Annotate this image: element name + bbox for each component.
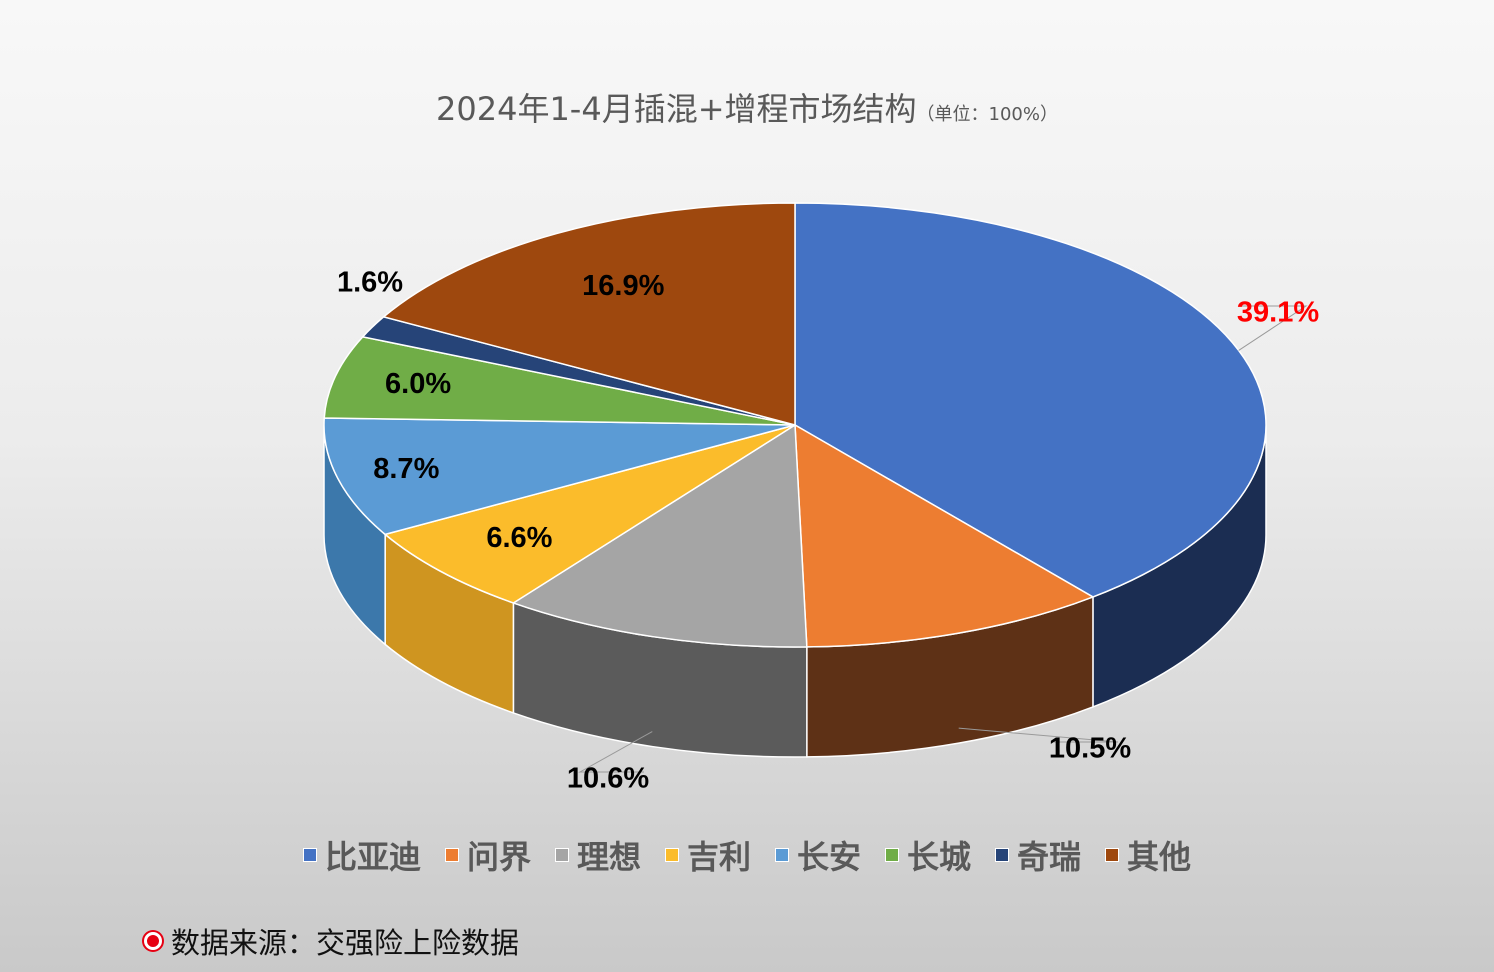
leader-line-1 bbox=[958, 727, 1119, 743]
legend-swatch bbox=[302, 848, 317, 862]
legend-swatch bbox=[444, 848, 459, 862]
leader-line-2 bbox=[578, 731, 653, 773]
data-label-奇瑞: 1.6% bbox=[337, 267, 403, 299]
pie-sides bbox=[323, 424, 1267, 758]
legend-swatch bbox=[775, 848, 789, 862]
legend-swatch bbox=[664, 848, 679, 862]
legend-item-chery: 奇瑞 bbox=[995, 832, 1081, 878]
legend-swatch bbox=[1105, 848, 1120, 862]
legend-label: 其他 bbox=[1127, 838, 1192, 876]
data-label-长城: 6.0% bbox=[385, 368, 451, 400]
red-circle-icon bbox=[144, 932, 162, 950]
legend-swatch bbox=[995, 848, 1010, 862]
chart-unit: （单位：100%） bbox=[916, 104, 1058, 125]
data-label-其他: 16.9% bbox=[582, 270, 664, 302]
legend-item-geely: 吉利 bbox=[664, 832, 751, 878]
legend-label: 长安 bbox=[797, 838, 862, 876]
legend-swatch bbox=[885, 848, 900, 862]
chart-title-text: 2024年1-4月插混+增程市场结构 bbox=[436, 90, 917, 128]
data-label-比亚迪: 39.1% bbox=[1237, 297, 1319, 329]
legend-label: 奇瑞 bbox=[1017, 838, 1082, 876]
slice-长城 bbox=[323, 336, 796, 426]
leader-line-0 bbox=[1238, 305, 1308, 351]
data-source: 数据来源：交强险上险数据 bbox=[140, 920, 519, 962]
legend-label: 比亚迪 bbox=[324, 838, 421, 876]
legend-swatch bbox=[554, 848, 569, 862]
slice-问界 bbox=[794, 423, 1095, 648]
slice-理想 bbox=[511, 423, 808, 648]
legend-item-lixiang: 理想 bbox=[554, 832, 641, 878]
legend-label: 长城 bbox=[907, 838, 972, 876]
data-label-理想: 10.6% bbox=[567, 763, 649, 795]
legend-item-greatwall: 长城 bbox=[885, 832, 971, 878]
chart-title: 2024年1-4月插混+增程市场结构（单位：100%） bbox=[0, 84, 1494, 130]
legend-label: 问界 bbox=[466, 838, 531, 876]
legend-label: 理想 bbox=[576, 838, 641, 876]
slice-其他 bbox=[382, 202, 796, 426]
data-labels: 39.1% 10.5% 10.6% 6.6% 8.7% 6.0% 1.6% 16.9% bbox=[337, 267, 1319, 795]
data-label-问界: 10.5% bbox=[1049, 733, 1131, 765]
legend: 比亚迪 问界 理想 吉利 长安 长城 奇瑞 其他 bbox=[0, 832, 1494, 878]
legend-item-changan: 长安 bbox=[775, 832, 861, 878]
data-label-长安: 8.7% bbox=[373, 453, 439, 485]
slice-长安 bbox=[323, 417, 796, 536]
data-source-text: 数据来源：交强险上险数据 bbox=[171, 926, 520, 960]
legend-item-others: 其他 bbox=[1105, 832, 1191, 878]
legend-item-aito: 问界 bbox=[444, 832, 531, 878]
legend-label: 吉利 bbox=[686, 838, 751, 876]
slice-吉利 bbox=[383, 424, 796, 604]
pie-slices bbox=[323, 202, 1267, 648]
legend-item-byd: 比亚迪 bbox=[302, 832, 421, 878]
leader-lines bbox=[578, 305, 1308, 773]
data-label-吉利: 6.6% bbox=[486, 522, 552, 554]
